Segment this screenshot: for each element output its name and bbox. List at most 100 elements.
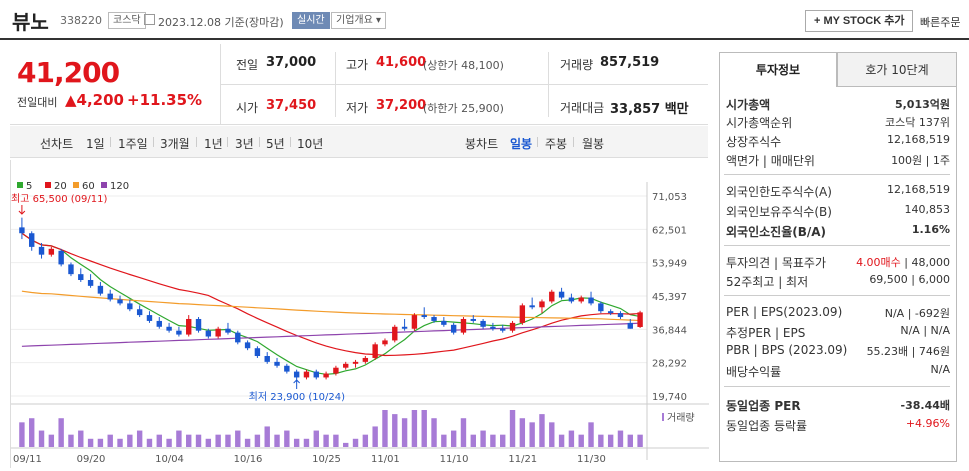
candle-weekly[interactable]: 주봉 [545,137,568,151]
candle-chart-svg[interactable]: 5 20 60 120 71,053 62,501 53,949 45,397 36,844 28… [11,160,709,468]
candle-body [431,317,437,321]
base-date: 2023.12.08 기준(장마감) [158,16,284,29]
invest-row-value: 5,013억원 [894,98,950,111]
calendar-icon [144,14,155,25]
invest-row-label: 투자의견 | 목표주가 [726,256,826,270]
invest-row-label: 외국인한도주식수(A) [726,185,832,199]
candle-body [38,246,45,255]
low-arrow [293,379,301,389]
candle-monthly[interactable]: 월봉 [582,137,605,151]
volume-bar [38,430,45,447]
candle-body [411,315,418,329]
invest-row-label: 52주최고 | 최저 [726,275,809,289]
volume-bar [372,426,378,447]
tab-order-book[interactable]: 호가 10단계 [837,52,957,87]
candle-body [578,297,584,302]
candle-body [19,227,25,234]
volume-bar [627,434,633,447]
legend-swatch [45,182,51,188]
candle-body [392,326,398,341]
period-1y[interactable]: 1년 [204,137,223,151]
realtime-button[interactable]: 실시간 [292,12,330,29]
invest-row-label: 동일업종 등락률 [726,419,808,433]
volume-bar [500,434,506,447]
volume-bar [29,418,35,447]
volume-bar [539,414,545,447]
candle-body [490,326,496,329]
invest-row: 동일업종 PER -38.44배 [726,397,950,415]
high-label: 고가 [346,58,369,72]
y-tick-label: 53,949 [652,259,687,270]
y-tick-label: 28,292 [652,359,687,370]
candle-body [107,293,113,300]
volume-bar [117,438,123,447]
candle-body [274,361,280,366]
candle-body [58,250,64,265]
candle-body [558,291,565,298]
candle-daily[interactable]: 일봉 [510,137,533,151]
invest-row: 상장주식수 12,168,519 [726,133,950,151]
candle-body [117,299,123,304]
period-1w[interactable]: 1주일 [118,137,148,151]
company-info-dropdown[interactable]: 기업개요 ▾ [331,12,386,29]
candle-body [29,233,35,247]
volume-bar [195,434,202,447]
invest-row: 외국인보유주식수(B) 140,853 [726,203,950,221]
change-value: ▲4,200 [65,91,124,109]
volume-bar [598,434,604,447]
volume-bar [48,434,55,447]
volume-bar [637,434,643,447]
candle-body [500,328,506,331]
candle-body [617,313,624,318]
period-3y[interactable]: 3년 [235,137,254,151]
candle-body [68,264,74,275]
current-price: 41,200 [17,56,120,89]
invest-row: 액면가 | 매매단위 100원 | 1주 [726,152,950,170]
volume-bar [441,434,447,447]
candle-body [127,303,133,310]
volume-bar [607,434,614,447]
legend-swatch [73,182,79,188]
quick-order-link[interactable]: 빠른주문 [920,16,961,29]
invest-row-label: 액면가 | 매매단위 [726,154,815,168]
candle-body [627,322,633,329]
invest-row: 52주최고 | 최저 69,500 | 6,000 [726,273,950,291]
candle-body [284,365,290,372]
volume-label: 거래량 [560,58,594,72]
tab-invest-info[interactable]: 투자정보 [719,52,837,87]
candle-body [450,324,457,333]
volume-bar [293,438,300,447]
period-1d[interactable]: 1일 [86,137,105,151]
legend-label: 5 [26,181,32,192]
candle-body [264,356,270,362]
volume-bar [509,410,516,447]
candle-body [166,326,172,331]
invest-row-value: +4.96% [905,417,950,430]
legend-label: 60 [82,181,95,192]
period-5y[interactable]: 5년 [266,137,285,151]
volume-bar [450,430,457,447]
candle-body [225,328,231,333]
volume-bar [68,434,74,447]
ma-line-60 [21,290,641,322]
y-tick-label: 36,844 [652,325,687,336]
invest-row-value: N/A | -692원 [884,307,950,320]
invest-row-value: 4.00매수 | 48,000 [856,256,950,269]
period-3m[interactable]: 3개월 [160,137,190,151]
period-10y[interactable]: 10년 [297,137,324,151]
low-annotation: 최저 23,900 (10/24) [249,391,345,403]
y-tick-label: 71,053 [652,192,687,203]
price-summary: 41,200 전일대비 ▲4,200 +11.35% 전일 37,000 고가 … [10,44,708,125]
x-tick-label: 10/16 [234,454,263,465]
candle-body [303,371,310,378]
add-mystock-button[interactable]: + MY STOCK 추가 [805,10,914,32]
volume-bar [392,414,398,447]
invest-row-label: PER | EPS(2023.09) [726,305,843,319]
volume-bar [333,434,339,447]
change-label: 전일대비 [17,96,58,109]
invest-row-value: 69,500 | 6,000 [869,273,950,286]
candle-body [588,297,594,304]
price-chart[interactable]: 5 20 60 120 71,053 62,501 53,949 45,397 36,844 28… [10,160,709,468]
open-label: 시가 [236,101,259,115]
low-label: 저가 [346,101,369,115]
